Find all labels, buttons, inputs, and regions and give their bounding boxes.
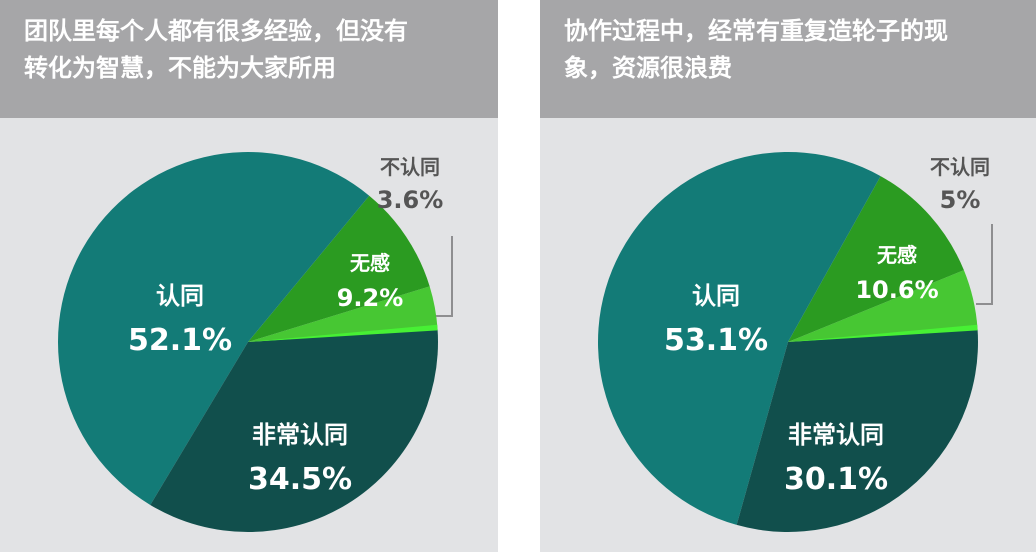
pie-slice-strongly-agree	[150, 328, 439, 532]
chart-panel-left: 团队里每个人都有很多经验，但没有 转化为智慧，不能为大家所用 认同 52.1% 非常…	[0, 0, 498, 552]
slice-value-label: 3.6%	[377, 186, 444, 214]
pie-slice-strongly-agree	[736, 328, 978, 532]
pie-slice-edge-highlight	[248, 324, 438, 342]
slice-label: 不认同	[380, 155, 440, 179]
slice-value-label: 9.2%	[337, 284, 404, 312]
chart-title-line-1: 团队里每个人都有很多经验，但没有	[24, 17, 408, 45]
pie-slice-edge-highlight	[788, 324, 978, 342]
pie-slice-neutral	[788, 176, 964, 342]
pie-slice-neutral	[248, 195, 430, 342]
slice-label: 无感	[877, 243, 917, 267]
slice-label: 非常认同	[252, 421, 348, 449]
pie-slice-disagree	[248, 286, 438, 342]
pie-slice-disagree	[788, 270, 978, 342]
chart-title: 协作过程中，经常有重复造轮子的现 象，资源很浪费	[540, 0, 1036, 118]
chart-title-line-2: 转化为智慧，不能为大家所用	[24, 54, 336, 82]
slice-label: 无感	[350, 251, 390, 275]
chart-panel-right: 协作过程中，经常有重复造轮子的现 象，资源很浪费 认同 53.1% 非常认同 30.1…	[540, 0, 1036, 552]
slice-value-label: 10.6%	[855, 276, 938, 304]
chart-title-line-1: 协作过程中，经常有重复造轮子的现	[564, 17, 948, 45]
slice-label: 不认同	[930, 155, 990, 179]
slice-value-label: 30.1%	[784, 462, 888, 497]
slice-value-label: 52.1%	[128, 323, 232, 358]
chart-title: 团队里每个人都有很多经验，但没有 转化为智慧，不能为大家所用	[0, 0, 498, 118]
slice-value-label: 34.5%	[248, 462, 352, 497]
slice-label: 非常认同	[788, 421, 884, 449]
pie-slice-agree	[598, 152, 881, 525]
slice-label: 认同	[156, 282, 204, 310]
callout-leader-line	[976, 224, 993, 305]
slice-value-label: 5%	[940, 186, 981, 214]
chart-title-line-2: 象，资源很浪费	[564, 54, 732, 82]
slice-value-label: 53.1%	[664, 323, 768, 358]
pie-chart-left: 认同 52.1% 非常认同 34.5% 无感 9.2% 不认同 3.6%	[58, 152, 453, 532]
pie-slice-agree	[58, 152, 370, 505]
slice-label: 认同	[692, 282, 740, 310]
callout-leader-line	[436, 236, 453, 317]
pie-chart-right: 认同 53.1% 非常认同 30.1% 无感 10.6% 不认同 5%	[598, 152, 993, 532]
